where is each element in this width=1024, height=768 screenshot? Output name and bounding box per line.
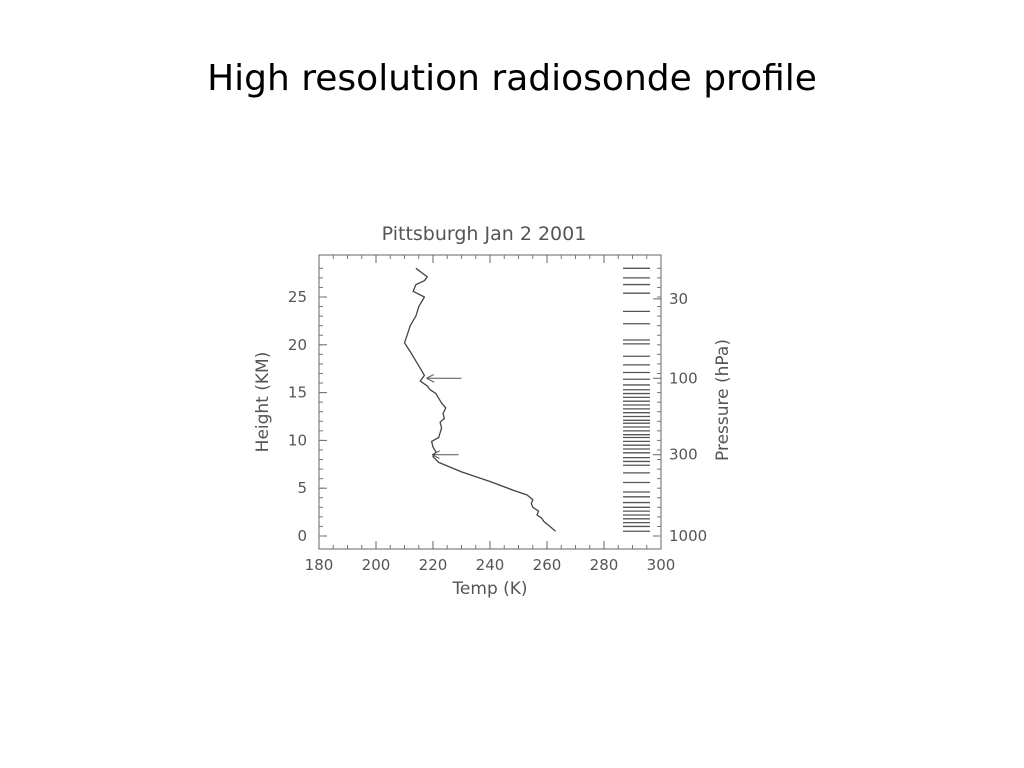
x-tick-label: 220 bbox=[419, 556, 448, 574]
x-tick-label: 260 bbox=[533, 556, 562, 574]
y-tick-label: 10 bbox=[288, 431, 307, 449]
x-axis-label: Temp (K) bbox=[451, 579, 527, 599]
temperature-profile bbox=[403, 267, 556, 532]
annotation-arrows bbox=[427, 378, 462, 454]
x-axis-ticks: 180 200 220 240 260 280 300 bbox=[305, 255, 676, 574]
x-minor-ticks bbox=[318, 255, 662, 549]
y-tick-label: 25 bbox=[288, 288, 307, 306]
y-minor-ticks bbox=[319, 267, 323, 537]
pressure-axis-ticks: 1000 300 100 30 bbox=[653, 267, 707, 545]
chart-title: Pittsburgh Jan 2 2001 bbox=[382, 223, 587, 245]
y-tick-label: 5 bbox=[297, 479, 307, 497]
pressure-level-bars bbox=[623, 267, 650, 532]
y-tick-label: 0 bbox=[297, 527, 307, 545]
y-axis-ticks: 0 5 10 15 20 25 bbox=[288, 288, 327, 545]
pressure-axis-label: Pressure (hPa) bbox=[713, 339, 733, 461]
y2-tick-label: 30 bbox=[669, 290, 688, 308]
y2-tick-label: 100 bbox=[669, 369, 698, 387]
y-tick-label: 20 bbox=[288, 336, 307, 354]
y-tick-label: 15 bbox=[288, 384, 307, 402]
x-tick-label: 240 bbox=[476, 556, 505, 574]
plot-frame bbox=[318, 254, 662, 550]
x-tick-label: 180 bbox=[305, 556, 334, 574]
x-tick-label: 200 bbox=[362, 556, 391, 574]
y2-tick-label: 300 bbox=[669, 446, 698, 464]
profile-line bbox=[403, 267, 556, 532]
x-tick-label: 300 bbox=[647, 556, 676, 574]
y-axis-label: Height (KM) bbox=[253, 352, 273, 453]
x-tick-label: 280 bbox=[590, 556, 619, 574]
y2-tick-label: 1000 bbox=[669, 527, 707, 545]
slide-title: High resolution radiosonde profile bbox=[207, 58, 817, 99]
